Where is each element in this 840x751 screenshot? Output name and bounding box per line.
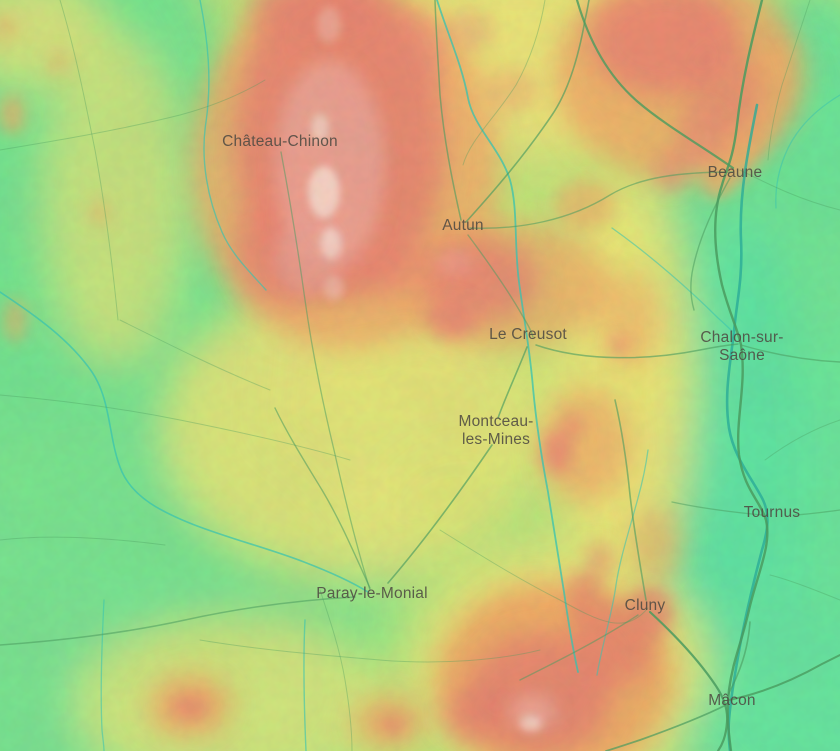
road-path	[690, 177, 731, 311]
map-label-tournus: Tournus	[744, 504, 801, 521]
road-path	[462, 0, 546, 166]
map-label-macon: Mâcon	[708, 692, 756, 709]
river-path	[100, 599, 105, 751]
road-path	[575, 0, 735, 170]
road-path	[59, 0, 119, 321]
road-path	[319, 589, 353, 751]
river-path	[0, 291, 369, 593]
map-label-autun: Autun	[442, 217, 484, 234]
road-path	[671, 501, 763, 516]
map-label-paray-le-monial: Paray-le-Monial	[316, 585, 428, 602]
river-path	[775, 94, 840, 209]
road-path	[764, 419, 840, 461]
river-path	[596, 449, 649, 676]
road-path	[767, 0, 811, 161]
labels-layer: Château-Chinon Autun Beaune Le Creusot Chalo…	[222, 133, 800, 709]
river-path	[436, 0, 579, 673]
road-path	[199, 639, 541, 663]
road-path	[0, 536, 166, 546]
road-path	[794, 509, 840, 516]
road-path	[119, 319, 271, 391]
road-path	[727, 621, 751, 696]
road-path	[467, 234, 534, 338]
road-path	[0, 394, 351, 461]
river-path	[199, 0, 267, 291]
road-path	[280, 151, 371, 591]
map-label-chalon-sur-saone: Chalon-sur-Saône	[700, 329, 783, 364]
map-label-montceau-les-mines: Montceau-les-Mines	[458, 413, 533, 448]
road-path	[274, 407, 371, 589]
river-path	[611, 227, 736, 335]
road-path	[434, 0, 462, 221]
road-path	[497, 346, 528, 419]
map-label-chateau-chinon: Château-Chinon	[222, 133, 338, 150]
road-path	[0, 79, 266, 151]
road-path	[605, 704, 727, 751]
map-label-cluny: Cluny	[625, 597, 666, 614]
road-path	[769, 574, 840, 601]
road-path	[740, 344, 840, 363]
road-path	[535, 343, 739, 359]
map-label-le-creusot: Le Creusot	[489, 326, 567, 343]
map-label-beaune: Beaune	[708, 164, 763, 181]
road-path	[614, 399, 647, 601]
road-path	[519, 614, 639, 681]
river-path	[303, 619, 307, 751]
road-path	[0, 596, 356, 646]
road-path	[728, 654, 840, 701]
road-path	[465, 0, 590, 223]
road-path	[439, 529, 649, 624]
road-path	[739, 169, 840, 211]
road-path	[469, 171, 734, 229]
road-path	[648, 610, 729, 751]
road-path	[714, 0, 769, 751]
road-path	[387, 444, 493, 584]
